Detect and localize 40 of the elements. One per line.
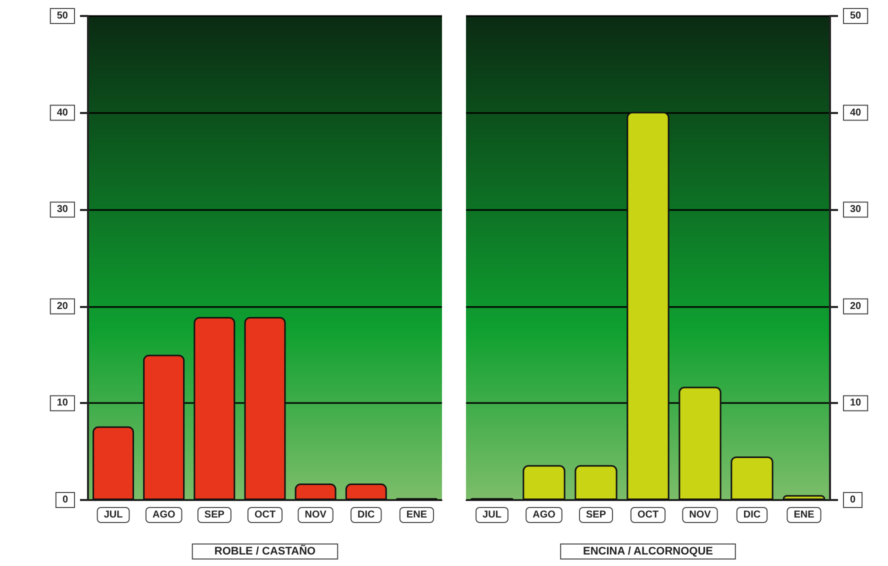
x-tick-label: DIC xyxy=(358,510,375,520)
y-tick-label: 20 xyxy=(56,300,68,312)
y-tick-label: 20 xyxy=(850,300,862,312)
y-tick-label: 10 xyxy=(56,398,68,409)
bar xyxy=(143,354,185,500)
bar xyxy=(782,495,826,500)
y-tick-label: 40 xyxy=(850,107,862,118)
y-tick-label: 0 xyxy=(850,494,856,506)
x-tick-label: SEP xyxy=(204,510,225,520)
x-axis-title: ROBLE / CASTAÑO xyxy=(214,544,316,558)
x-axis-title: ENCINA / ALCORNOQUE xyxy=(583,546,713,558)
bar xyxy=(626,112,670,500)
x-tick-label: ENE xyxy=(406,510,428,520)
y-tick-label: 50 xyxy=(56,10,68,22)
bar xyxy=(730,456,774,500)
y-tick-label: 30 xyxy=(850,204,862,216)
y-tick-label: 30 xyxy=(56,204,68,216)
bar xyxy=(574,465,618,500)
x-tick-label: JUL xyxy=(104,510,123,520)
x-tick-label: DIC xyxy=(743,510,761,520)
x-tick-label: OCT xyxy=(254,510,276,520)
bar xyxy=(294,484,336,500)
bar xyxy=(678,386,722,500)
x-tick-label: ENE xyxy=(794,510,815,520)
y-tick-label: 50 xyxy=(850,10,862,22)
bar xyxy=(522,465,566,500)
x-tick-label: SEP xyxy=(586,510,606,520)
x-tick-label: OCT xyxy=(637,510,659,520)
bar xyxy=(194,317,236,500)
x-tick-label: NOV xyxy=(304,510,327,520)
bar xyxy=(345,484,387,500)
bar xyxy=(244,317,286,500)
x-tick-label: AGO xyxy=(152,510,176,520)
y-tick-label: 40 xyxy=(56,107,68,118)
x-tick-label: NOV xyxy=(689,510,712,520)
y-tick-label: 10 xyxy=(850,398,862,409)
bar xyxy=(92,426,134,500)
x-tick-label: JUL xyxy=(482,510,502,520)
x-tick-label: AGO xyxy=(532,510,556,520)
y-tick-label: 0 xyxy=(62,494,68,506)
